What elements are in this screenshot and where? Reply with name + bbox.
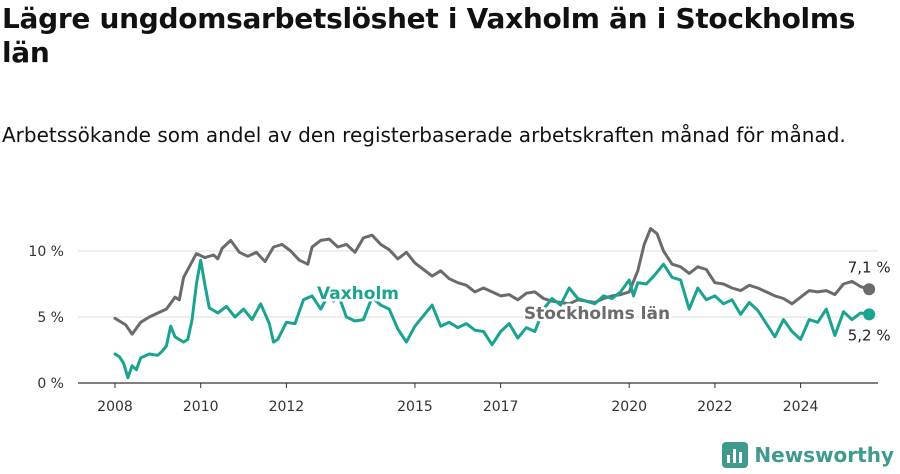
y-tick-label: 0 %	[37, 376, 64, 392]
x-axis: 2008 2010 2012 2015 2017 2020 2022 2024	[78, 382, 878, 415]
series-lines	[113, 227, 876, 380]
x-tick-label: 2020	[611, 399, 647, 415]
x-tick-label: 2024	[783, 399, 819, 415]
end-value-label-stockholms-l-n: 7,1 %	[848, 258, 891, 276]
end-point-stockholms-l-n	[863, 283, 876, 296]
brand-name: Newsworthy	[754, 443, 894, 467]
x-tick-label: 2015	[397, 399, 433, 415]
series-labels: 7,1 % 5,2 % Stockholms län Vaxholm	[315, 256, 893, 346]
y-tick-label: 10 %	[28, 244, 64, 260]
series-label-stockholms-lan: Stockholms län	[524, 304, 670, 324]
end-value-label-vaxholm: 5,2 %	[848, 326, 891, 344]
chart-title: Lägre ungdomsarbetslöshet i Vaxholm än i…	[2, 2, 856, 69]
x-tick-label: 2017	[483, 399, 519, 415]
x-tick-label: 2012	[269, 399, 305, 415]
x-tick-label: 2022	[697, 399, 733, 415]
x-tick-label: 2010	[183, 399, 219, 415]
gridlines: 0 % 5 % 10 %	[28, 244, 878, 392]
brand-footer: Newsworthy	[722, 442, 894, 468]
series-line-stockholms-l-n	[113, 227, 871, 336]
newsworthy-logo-icon	[722, 442, 749, 468]
chart-subtitle: Arbetssökande som andel av den registerb…	[2, 123, 846, 147]
end-point-vaxholm	[863, 308, 876, 321]
series-label-vaxholm: Vaxholm	[317, 284, 399, 304]
x-tick-label: 2008	[97, 399, 133, 415]
series-line-vaxholm	[113, 258, 871, 380]
y-tick-label: 5 %	[37, 310, 64, 326]
